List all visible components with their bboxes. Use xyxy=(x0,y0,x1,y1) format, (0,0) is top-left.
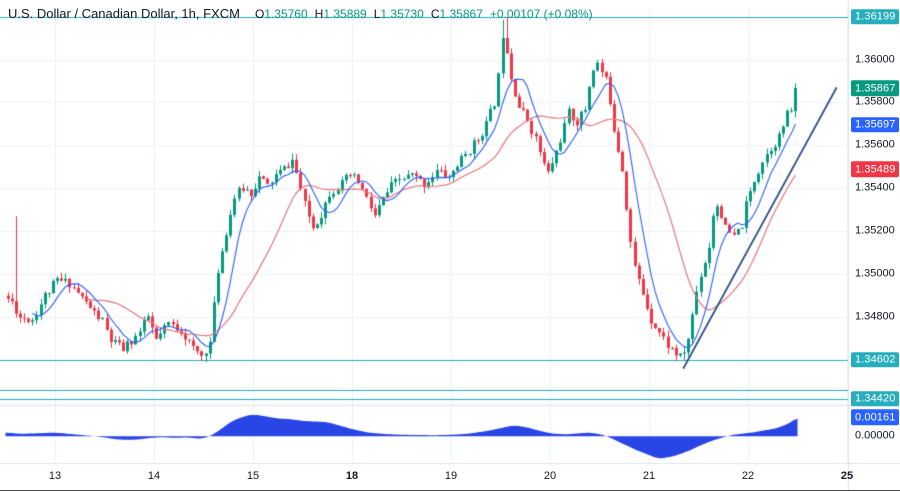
time-axis-label: 25 xyxy=(840,470,854,482)
ohlc-value: 1.35730 xyxy=(380,7,424,21)
ohlc-value: 1.35760 xyxy=(264,7,308,21)
time-axis-label: 15 xyxy=(246,470,260,482)
time-axis-label: 22 xyxy=(741,470,755,482)
symbol-header: U.S. Dollar / Canadian Dollar, 1h, FXCM O… xyxy=(8,6,593,21)
ohlc-key: O xyxy=(254,7,265,21)
price-change: +0.00107 (+0.08%) xyxy=(489,7,593,21)
time-axis-label: 20 xyxy=(543,470,557,482)
ohlc-key: H xyxy=(314,7,324,21)
ohlc-value: 1.35889 xyxy=(323,7,367,21)
ohlc-key: C xyxy=(430,7,440,21)
time-axis-label: 13 xyxy=(48,470,62,482)
ohlc-key: L xyxy=(373,7,381,21)
time-axis-label: 21 xyxy=(642,470,656,482)
time-axis-label: 14 xyxy=(147,470,161,482)
ohlc-value: 1.35867 xyxy=(439,7,483,21)
ohlc-values: O1.35760 H1.35889 L1.35730 C1.35867 xyxy=(248,6,483,21)
time-axis-label: 19 xyxy=(444,470,458,482)
time-axis-label: 18 xyxy=(345,470,359,482)
symbol-title[interactable]: U.S. Dollar / Canadian Dollar, 1h, FXCM xyxy=(8,6,240,21)
